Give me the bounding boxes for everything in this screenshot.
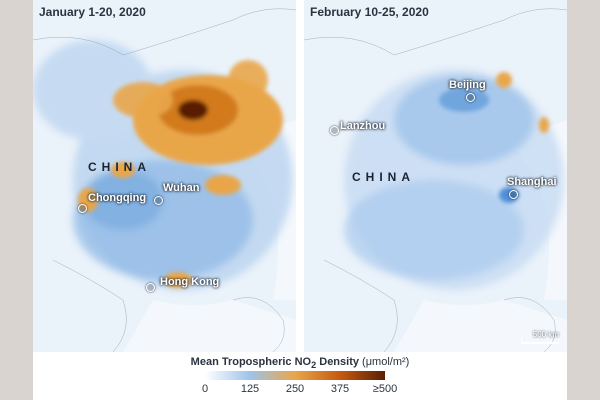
scale-bar-label: 500 km [532, 330, 559, 339]
border-lines [33, 8, 296, 352]
legend-title-text: Mean Tropospheric NO [190, 356, 312, 368]
city-label-wuhan: Wuhan [163, 182, 200, 194]
no2-comparison-figure: January 1-20, 2020 CHINA Chongqing Wuhan… [33, 0, 567, 400]
no2-diffuse-layer [344, 70, 564, 290]
city-marker-chongqing [78, 204, 87, 213]
country-label: CHINA [88, 160, 151, 174]
no2-map-february [304, 8, 567, 352]
city-label-hong-kong: Hong Kong [160, 276, 220, 288]
country-label: CHINA [352, 170, 415, 184]
city-label-lanzhou: Lanzhou [340, 120, 386, 132]
city-marker-lanzhou [330, 126, 339, 135]
legend-unit: (μmol/m²) [362, 356, 410, 368]
city-label-shanghai: Shanghai [507, 176, 557, 188]
city-label-chongqing: Chongqing [88, 192, 147, 204]
city-marker-beijing [466, 93, 475, 102]
legend-tick: 250 [285, 383, 305, 395]
map-panel-february: February 10-25, 2020 CHINA Beijing Lanzh… [304, 0, 567, 352]
legend-color-ramp [205, 371, 385, 380]
city-marker-hong-kong [146, 283, 155, 292]
no2-map-january [33, 8, 296, 352]
city-marker-wuhan [154, 196, 163, 205]
legend-tick: 375 [330, 383, 350, 395]
legend-title-suffix: Density [316, 356, 359, 368]
city-label-beijing: Beijing [449, 79, 486, 91]
panel-title: January 1-20, 2020 [39, 5, 146, 19]
legend-tick: 0 [201, 383, 209, 395]
legend-tick: ≥500 [372, 383, 398, 395]
panel-title: February 10-25, 2020 [310, 5, 429, 19]
scale-bar [521, 338, 559, 344]
legend-title: Mean Tropospheric NO2 Density (μmol/m²) [33, 356, 567, 370]
no2-hotspot-layer [78, 60, 283, 288]
legend-tick: 125 [240, 383, 260, 395]
map-panel-january: January 1-20, 2020 CHINA Chongqing Wuhan… [33, 0, 296, 352]
city-marker-shanghai [509, 190, 518, 199]
border-lines [304, 8, 567, 352]
legend-title-subscript: 2 [311, 360, 317, 371]
